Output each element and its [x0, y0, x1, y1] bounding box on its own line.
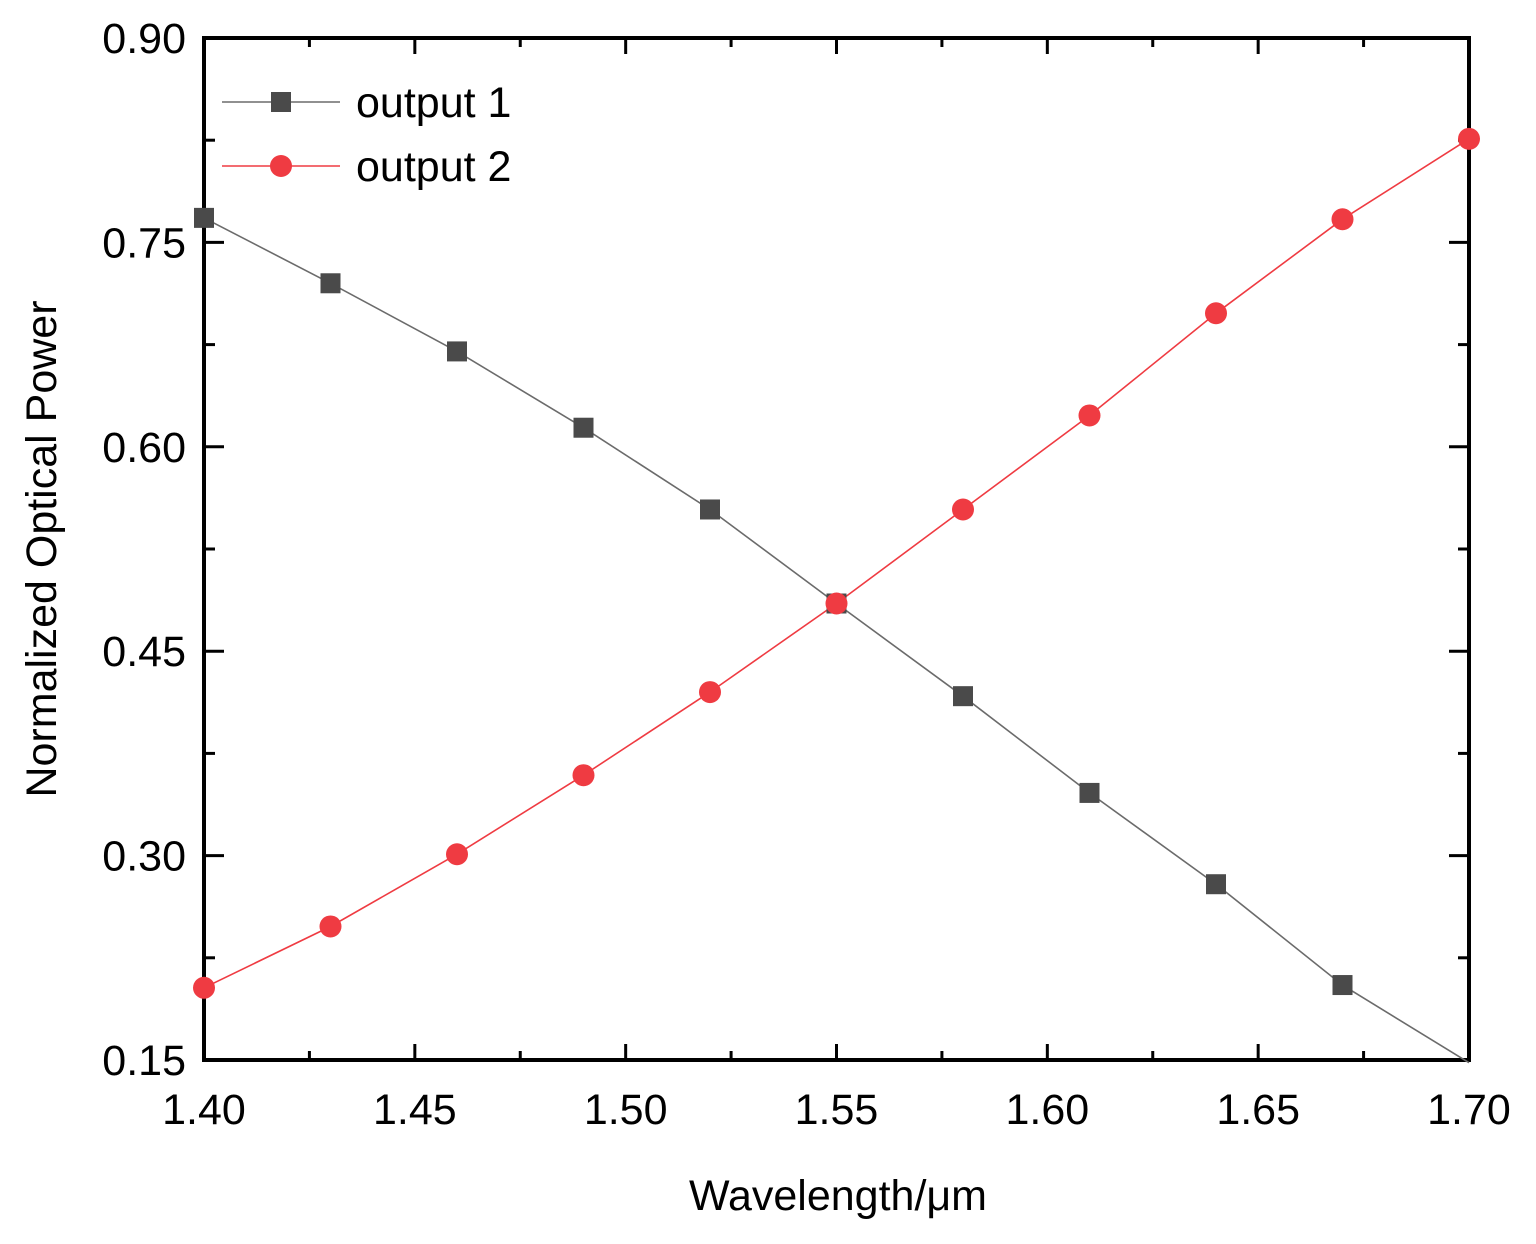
x-tick-label: 1.65	[1216, 1086, 1300, 1134]
data-point	[447, 341, 467, 362]
data-point	[320, 273, 341, 294]
data-point	[825, 592, 848, 615]
y-tick-label: 0.45	[102, 628, 186, 676]
legend-marker-2	[270, 155, 292, 177]
data-point	[952, 498, 974, 521]
y-tick-label: 0.90	[102, 15, 186, 63]
y-axis-title: Normalized Optical Power	[18, 300, 66, 797]
data-point	[319, 915, 342, 938]
data-point	[700, 499, 720, 520]
data-point	[1331, 208, 1354, 231]
series-line-2	[203, 138, 1470, 989]
data-point	[446, 843, 468, 866]
data-point	[193, 976, 215, 999]
series-line-1	[203, 217, 1470, 1064]
legend: output 1 output 2	[222, 79, 511, 191]
data-point	[699, 681, 721, 704]
x-tick-label: 1.50	[584, 1086, 668, 1134]
data-point	[573, 417, 594, 438]
x-axis-title: Wavelength/μm	[689, 1172, 987, 1220]
x-tick-label: 1.60	[1005, 1086, 1089, 1134]
data-point	[1205, 302, 1227, 325]
data-point	[953, 686, 973, 707]
legend-label-1: output 1	[356, 79, 511, 127]
x-tick-label: 1.55	[795, 1086, 879, 1134]
legend-marker-1	[271, 92, 291, 112]
x-tick-label: 1.45	[373, 1086, 457, 1134]
series-markers	[193, 127, 1480, 999]
plot-border	[202, 36, 1471, 1062]
data-point	[1206, 874, 1226, 895]
data-point	[1332, 975, 1353, 996]
data-point	[1079, 782, 1100, 803]
data-point	[194, 207, 214, 228]
y-axis: 0.15 0.30 0.45 0.60 0.75 0.90	[102, 15, 1469, 1085]
y-tick-label: 0.15	[102, 1037, 186, 1085]
data-point	[572, 764, 595, 787]
data-point	[1458, 127, 1480, 150]
legend-label-2: output 2	[356, 143, 511, 191]
y-tick-label: 0.60	[102, 424, 186, 472]
plot-area	[202, 36, 1471, 1062]
data-point	[1078, 404, 1101, 427]
x-tick-label: 1.70	[1427, 1086, 1511, 1134]
y-tick-label: 0.75	[102, 219, 186, 267]
x-tick-label: 1.40	[162, 1086, 246, 1134]
y-tick-label: 0.30	[102, 833, 186, 881]
x-axis: 1.40 1.45 1.50 1.55 1.60 1.65 1.70	[162, 38, 1511, 1134]
